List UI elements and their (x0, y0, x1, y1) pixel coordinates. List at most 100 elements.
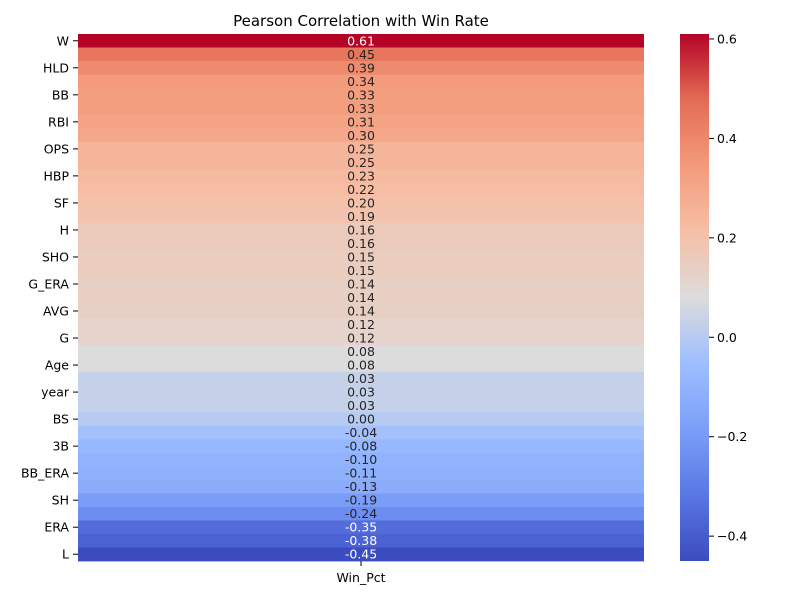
y-axis-tick-label: AVG (43, 304, 69, 319)
cell-value-label: -0.45 (345, 547, 377, 562)
colorbar-tick-label: 0.4 (717, 131, 737, 146)
y-axis-tick-label: BB_ERA (21, 466, 69, 481)
cell-value-label: 0.12 (347, 331, 375, 346)
cell-value-label: 0.14 (347, 304, 375, 319)
cell-value-label: 0.19 (347, 209, 375, 224)
cell-value-label: 0.25 (347, 155, 375, 170)
y-axis-tick-label: SH (52, 493, 69, 508)
cell-value-label: 0.03 (347, 371, 375, 386)
chart-title: Pearson Correlation with Win Rate (233, 12, 489, 30)
y-axis-tick-label: W (57, 33, 69, 48)
cell-value-label: -0.13 (345, 479, 377, 494)
cell-value-label: 0.30 (347, 128, 375, 143)
cell-value-label: -0.19 (345, 493, 377, 508)
heatmap-cell (78, 34, 644, 48)
heatmap-cell (78, 101, 644, 116)
heatmap-cell (78, 520, 644, 535)
heatmap-cell (78, 209, 644, 224)
colorbar-tick-label: 0.0 (717, 330, 737, 345)
cell-value-label: 0.45 (347, 47, 375, 62)
cell-value-label: 0.25 (347, 141, 375, 156)
cell-value-label: 0.31 (347, 114, 375, 129)
heatmap-cell (78, 196, 644, 211)
heatmap-cell (78, 115, 644, 129)
cell-value-label: 0.15 (347, 249, 375, 264)
heatmap-cell (78, 250, 644, 265)
colorbar-tick-label: −0.4 (717, 529, 747, 544)
cell-value-label: 0.33 (347, 87, 375, 102)
y-axis-tick-label: G_ERA (28, 276, 69, 291)
y-axis-tick-label: SF (54, 195, 69, 210)
heatmap-cell (78, 290, 644, 305)
heatmap-cell (78, 128, 644, 143)
y-axis-tick-label: ERA (44, 520, 69, 535)
heatmap-cells (78, 34, 644, 562)
heatmap-cell (78, 466, 644, 481)
cell-value-label: 0.12 (347, 317, 375, 332)
heatmap-cell (78, 169, 644, 184)
heatmap-cell (78, 358, 644, 373)
cell-value-label: 0.16 (347, 236, 375, 251)
colorbar-tick-label: 0.2 (717, 230, 737, 245)
y-axis-tick-label: SHO (42, 249, 69, 264)
heatmap-cell (78, 344, 644, 359)
cell-value-label: 0.22 (347, 182, 375, 197)
heatmap-cell (78, 182, 644, 197)
heatmap-cell (78, 277, 644, 292)
cell-value-label: 0.39 (347, 60, 375, 75)
y-axis-tick-label: HBP (43, 168, 69, 183)
cell-value-label: -0.38 (345, 533, 377, 548)
cell-value-label: -0.35 (345, 520, 377, 535)
heatmap-cell (78, 425, 644, 440)
heatmap-cell (78, 47, 644, 62)
heatmap-cell (78, 155, 644, 170)
heatmap-cell (78, 331, 644, 346)
heatmap-cell (78, 304, 644, 319)
heatmap-cell (78, 223, 644, 238)
cell-value-label: 0.03 (347, 385, 375, 400)
y-axis-tick-label: L (62, 547, 69, 562)
heatmap-cell (78, 533, 644, 548)
colorbar-gradient (680, 34, 709, 561)
cell-value-label: 0.33 (347, 101, 375, 116)
y-axis-tick-label: H (60, 222, 69, 237)
heatmap-cell (78, 371, 644, 386)
heatmap-cell (78, 385, 644, 400)
colorbar: −0.4 −0.2 0.0 0.2 0.4 0.6 (680, 31, 747, 561)
cell-value-label: 0.00 (347, 412, 375, 427)
cell-value-label: 0.08 (347, 358, 375, 373)
cell-value-label: 0.16 (347, 222, 375, 237)
cell-value-label: 0.15 (347, 263, 375, 278)
colorbar-ticks: −0.4 −0.2 0.0 0.2 0.4 0.6 (709, 31, 747, 544)
heatmap-cell (78, 317, 644, 332)
cell-value-label: -0.10 (345, 452, 377, 467)
heatmap-cell (78, 479, 644, 494)
heatmap-cell (78, 493, 644, 508)
heatmap-cell (78, 398, 644, 413)
y-axis-tick-label: 3B (52, 439, 69, 454)
heatmap-cell (78, 61, 644, 75)
y-axis-tick-label: year (41, 385, 70, 400)
cell-value-label: 0.61 (347, 33, 375, 48)
cell-value-label: 0.23 (347, 168, 375, 183)
heatmap-cell (78, 263, 644, 278)
y-axis-tick-label: RBI (48, 114, 69, 129)
y-axis-tick-label: OPS (44, 141, 69, 156)
cell-value-label: 0.20 (347, 195, 375, 210)
heatmap-cell-labels: 0.610.450.390.340.330.330.310.300.250.25… (345, 33, 377, 561)
y-axis-tick-label: BB (52, 87, 69, 102)
cell-value-label: -0.04 (345, 425, 377, 440)
cell-value-label: 0.34 (347, 74, 375, 89)
heatmap-cell (78, 74, 644, 89)
colorbar-tick-label: 0.6 (717, 31, 737, 46)
heatmap-cell (78, 236, 644, 251)
cell-value-label: 0.14 (347, 290, 375, 305)
heatmap-cell (78, 452, 644, 467)
heatmap-cell (78, 439, 644, 454)
heatmap-cell (78, 506, 644, 521)
cell-value-label: -0.24 (345, 506, 377, 521)
colorbar-tick-label: −0.2 (717, 429, 747, 444)
heatmap-cell (78, 142, 644, 157)
y-axis-tick-label: HLD (43, 60, 69, 75)
